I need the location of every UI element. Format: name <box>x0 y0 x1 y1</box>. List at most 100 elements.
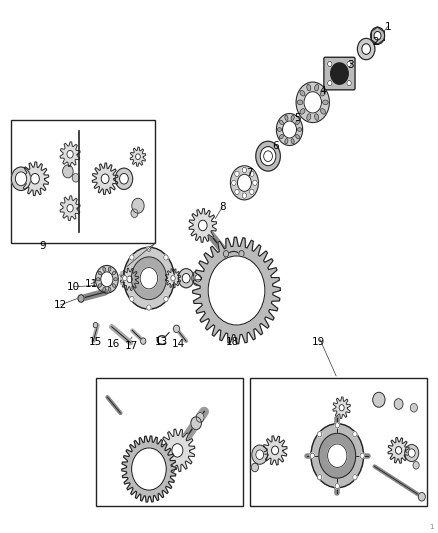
Circle shape <box>235 189 239 195</box>
Circle shape <box>172 443 183 457</box>
Circle shape <box>205 252 268 329</box>
Bar <box>11 120 155 243</box>
Circle shape <box>250 189 254 195</box>
Ellipse shape <box>96 278 100 281</box>
Circle shape <box>127 276 132 282</box>
Circle shape <box>120 173 128 184</box>
Circle shape <box>296 82 329 123</box>
Bar <box>250 378 427 506</box>
Ellipse shape <box>323 100 328 104</box>
Circle shape <box>201 247 272 334</box>
Circle shape <box>357 38 375 60</box>
Circle shape <box>171 276 175 281</box>
Bar <box>96 378 243 506</box>
Circle shape <box>394 399 403 409</box>
Text: 13: 13 <box>155 337 168 347</box>
Circle shape <box>182 273 190 283</box>
Polygon shape <box>21 162 49 196</box>
Text: 14: 14 <box>172 339 185 349</box>
Circle shape <box>353 474 357 480</box>
Circle shape <box>131 209 138 217</box>
Ellipse shape <box>321 91 325 96</box>
Circle shape <box>164 255 168 260</box>
Text: 11: 11 <box>85 279 98 288</box>
Circle shape <box>256 450 264 459</box>
Ellipse shape <box>297 128 302 131</box>
Ellipse shape <box>277 128 282 131</box>
Ellipse shape <box>112 284 116 287</box>
Text: 8: 8 <box>219 202 226 212</box>
Circle shape <box>221 271 252 310</box>
Circle shape <box>242 167 247 173</box>
Polygon shape <box>130 147 146 166</box>
Polygon shape <box>165 269 181 288</box>
Circle shape <box>124 247 174 309</box>
Text: 1: 1 <box>429 524 434 530</box>
Circle shape <box>67 204 73 212</box>
Circle shape <box>362 44 371 54</box>
FancyBboxPatch shape <box>169 272 177 285</box>
Circle shape <box>171 276 175 281</box>
Circle shape <box>178 269 194 288</box>
Circle shape <box>136 154 140 159</box>
Circle shape <box>139 457 159 481</box>
Ellipse shape <box>307 114 311 120</box>
Ellipse shape <box>112 271 116 275</box>
Text: 1: 1 <box>384 22 391 31</box>
Circle shape <box>123 276 127 281</box>
Polygon shape <box>120 268 139 290</box>
Circle shape <box>131 448 166 490</box>
Circle shape <box>418 492 425 501</box>
Circle shape <box>253 180 257 185</box>
Circle shape <box>63 165 73 178</box>
Polygon shape <box>189 208 216 243</box>
Ellipse shape <box>314 84 319 91</box>
Circle shape <box>311 424 364 488</box>
Circle shape <box>101 174 109 183</box>
Ellipse shape <box>300 91 305 96</box>
Polygon shape <box>388 438 409 463</box>
Circle shape <box>371 27 385 44</box>
Circle shape <box>335 483 339 489</box>
Text: 5: 5 <box>294 114 301 123</box>
Circle shape <box>230 166 258 200</box>
Text: 15: 15 <box>89 337 102 347</box>
Ellipse shape <box>300 109 305 114</box>
Text: 18: 18 <box>226 337 239 347</box>
Circle shape <box>264 151 272 161</box>
Circle shape <box>260 147 276 166</box>
Polygon shape <box>92 163 118 195</box>
Circle shape <box>198 220 207 231</box>
Ellipse shape <box>103 287 106 292</box>
Circle shape <box>310 453 314 458</box>
Circle shape <box>15 172 27 185</box>
Circle shape <box>232 180 236 185</box>
Circle shape <box>328 444 347 467</box>
Ellipse shape <box>108 287 111 292</box>
Polygon shape <box>122 436 176 502</box>
Circle shape <box>147 246 151 252</box>
Ellipse shape <box>291 115 294 120</box>
Text: 7: 7 <box>246 168 253 178</box>
Ellipse shape <box>108 267 111 271</box>
Circle shape <box>396 447 402 454</box>
Circle shape <box>405 445 419 462</box>
Circle shape <box>256 141 280 171</box>
Circle shape <box>353 432 357 437</box>
Circle shape <box>223 269 229 276</box>
Circle shape <box>208 256 265 325</box>
Circle shape <box>239 269 244 276</box>
Text: 9: 9 <box>39 241 46 251</box>
Circle shape <box>173 325 180 333</box>
Text: 3: 3 <box>347 60 354 70</box>
Polygon shape <box>263 436 287 465</box>
Polygon shape <box>333 397 350 418</box>
Circle shape <box>147 305 151 310</box>
Circle shape <box>410 403 417 412</box>
Circle shape <box>141 338 146 344</box>
Ellipse shape <box>314 114 319 120</box>
Circle shape <box>67 150 73 158</box>
Circle shape <box>101 272 113 287</box>
Circle shape <box>140 268 158 289</box>
Circle shape <box>250 171 254 176</box>
